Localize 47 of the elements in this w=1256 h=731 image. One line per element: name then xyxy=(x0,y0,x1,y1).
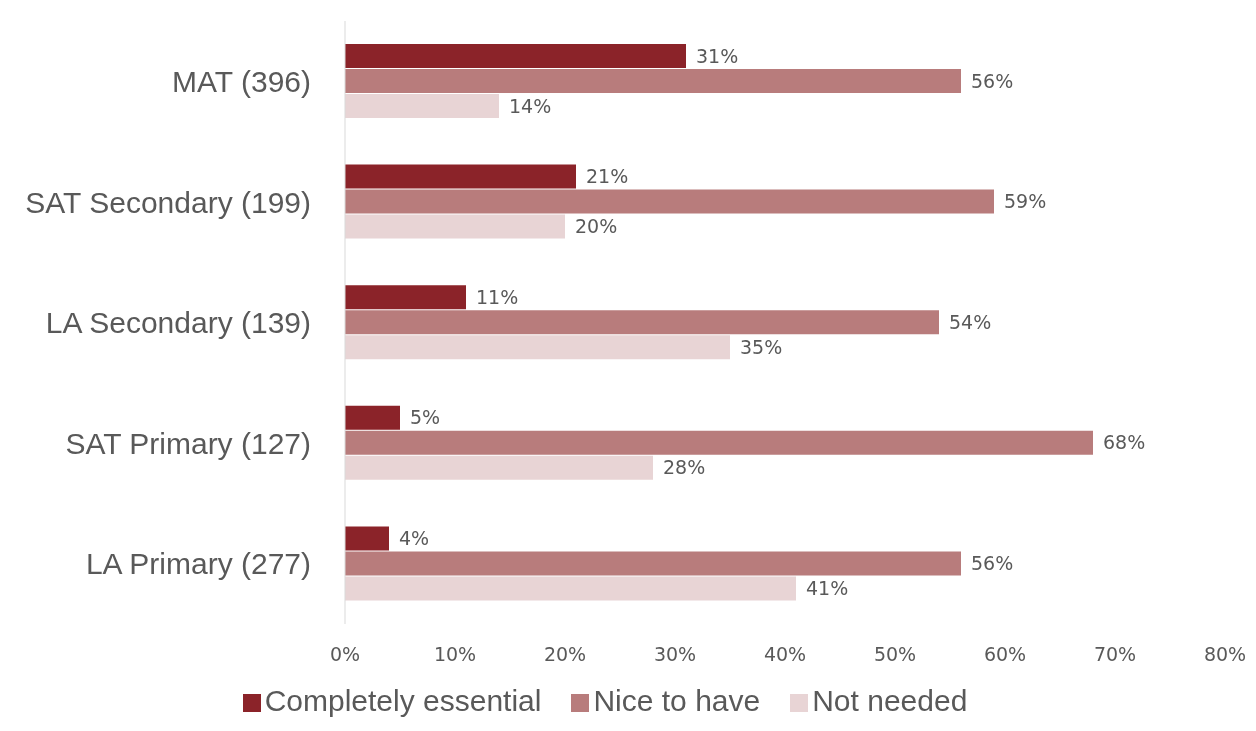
data-label: 21% xyxy=(586,165,629,188)
y-tick-label: SAT Primary (127) xyxy=(65,426,311,460)
data-label: 56% xyxy=(971,69,1014,92)
data-label: 56% xyxy=(971,552,1014,575)
bar xyxy=(345,189,994,214)
y-tick-label: LA Secondary (139) xyxy=(45,306,311,340)
y-tick-label: LA Primary (277) xyxy=(85,547,311,581)
data-label: 68% xyxy=(1103,431,1146,454)
data-label: 5% xyxy=(410,406,441,429)
bar xyxy=(345,164,576,189)
bar xyxy=(345,551,961,576)
data-label: 11% xyxy=(476,285,519,308)
bar xyxy=(345,285,466,310)
x-tick-label: 70% xyxy=(1093,643,1137,666)
data-label: 31% xyxy=(696,44,739,67)
data-label: 41% xyxy=(806,577,849,600)
bar xyxy=(345,576,796,601)
x-tick-label: 20% xyxy=(543,643,587,666)
legend-label: Not needed xyxy=(812,684,968,717)
x-tick-label: 30% xyxy=(653,643,697,666)
bar xyxy=(345,335,730,360)
x-tick-label: 0% xyxy=(329,643,361,666)
data-label: 14% xyxy=(509,94,552,117)
bar xyxy=(345,69,961,93)
x-tick-label: 40% xyxy=(763,643,807,666)
data-label: 54% xyxy=(949,310,992,333)
legend-label: Completely essential xyxy=(264,684,542,717)
x-tick-label: 80% xyxy=(1203,643,1247,666)
bar xyxy=(345,94,499,118)
bar xyxy=(345,430,1093,455)
bar xyxy=(345,455,653,480)
bar xyxy=(345,310,939,335)
x-tick-label: 50% xyxy=(873,643,917,666)
data-label: 4% xyxy=(399,527,430,550)
x-tick-label: 60% xyxy=(983,643,1027,666)
y-tick-label: SAT Secondary (199) xyxy=(25,185,311,219)
x-tick-label: 10% xyxy=(433,643,477,666)
bar xyxy=(345,405,400,430)
y-tick-label: MAT (396) xyxy=(172,64,311,98)
legend-label: Nice to have xyxy=(593,684,761,717)
bar xyxy=(345,44,686,68)
data-label: 20% xyxy=(575,215,618,238)
data-label: 28% xyxy=(663,456,706,479)
data-label: 59% xyxy=(1004,190,1047,213)
data-label: 35% xyxy=(740,335,783,358)
bar xyxy=(345,526,389,551)
bar xyxy=(345,214,565,239)
